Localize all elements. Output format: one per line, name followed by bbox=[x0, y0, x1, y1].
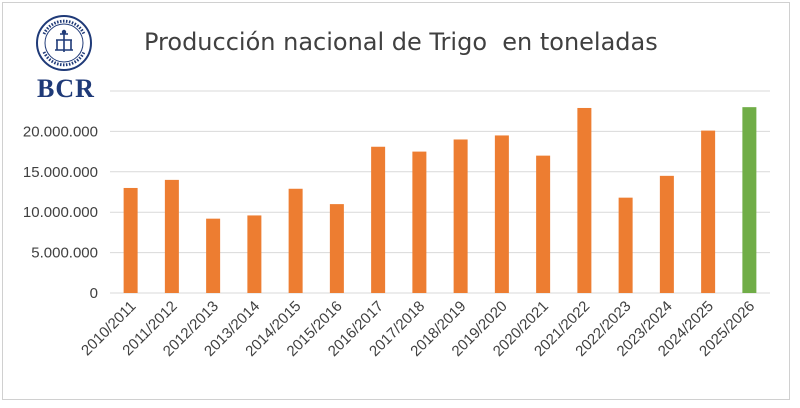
y-tick-label: 5.000.000 bbox=[31, 245, 98, 262]
bar-2022-2023 bbox=[618, 197, 633, 293]
bar-2015-2016 bbox=[329, 204, 344, 293]
bcr-logo: BCR bbox=[26, 12, 106, 104]
bar-2023-2024 bbox=[659, 175, 674, 293]
bar-2025-2026 bbox=[742, 107, 757, 293]
y-tick-label: 10.000.000 bbox=[23, 204, 98, 221]
bar-2021-2022 bbox=[577, 107, 592, 293]
bar-2018-2019 bbox=[453, 139, 468, 293]
bar-2016-2017 bbox=[371, 146, 386, 293]
bar-2024-2025 bbox=[701, 130, 716, 293]
bcr-logo-text: BCR bbox=[37, 74, 95, 103]
bar-2014-2015 bbox=[288, 188, 303, 293]
bar-2012-2013 bbox=[206, 218, 221, 293]
bar-2013-2014 bbox=[247, 215, 262, 293]
y-tick-label: 0 bbox=[90, 285, 98, 302]
y-tick-label: 15.000.000 bbox=[23, 164, 98, 181]
bcr-seal-icon bbox=[36, 15, 92, 71]
bar-2019-2020 bbox=[494, 135, 509, 293]
bar-2010-2011 bbox=[123, 187, 138, 293]
y-tick-label: 20.000.000 bbox=[23, 123, 98, 140]
bar-2020-2021 bbox=[536, 155, 551, 293]
chart-title: Producción nacional de Trigo en tonelada… bbox=[144, 28, 658, 56]
bar-2017-2018 bbox=[412, 151, 427, 293]
bar-2011-2012 bbox=[164, 179, 179, 293]
